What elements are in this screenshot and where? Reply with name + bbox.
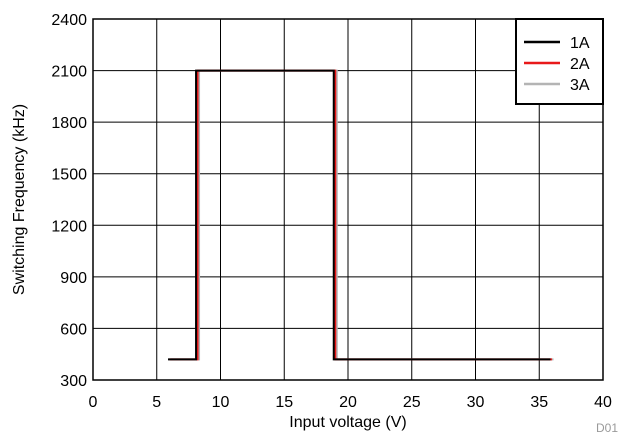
x-tick-label: 20 xyxy=(339,394,357,411)
legend-box xyxy=(515,18,604,105)
y-tick-label: 1800 xyxy=(51,115,87,132)
y-tick-label: 600 xyxy=(60,321,87,338)
figure-id-label: D01 xyxy=(596,421,618,435)
legend-entries: 1A 2A 3A xyxy=(524,35,590,94)
y-tick-label: 300 xyxy=(60,373,87,390)
series-line-1a xyxy=(168,69,551,361)
x-tick-label: 15 xyxy=(275,394,293,411)
y-tick-label: 900 xyxy=(60,270,87,287)
legend-label-3a: 3A xyxy=(570,77,590,94)
legend: 1A 2A 3A xyxy=(515,18,604,105)
x-tick-label: 10 xyxy=(212,394,230,411)
plot-area-frame xyxy=(92,18,604,381)
y-tick-label: 2400 xyxy=(51,12,87,29)
y-tick-label: 2100 xyxy=(51,64,87,81)
y-axis-label: Switching Frequency (kHz) xyxy=(11,104,28,295)
tick-labels: 0 5 10 15 20 25 30 35 40 300 600 900 1200 1500 1800 210… xyxy=(51,12,612,411)
series-lines xyxy=(168,69,554,361)
y-tick-label: 1200 xyxy=(51,218,87,235)
legend-label-2a: 2A xyxy=(570,56,590,73)
x-tick-label: 35 xyxy=(530,394,548,411)
x-tick-label: 40 xyxy=(594,394,612,411)
x-tick-label: 30 xyxy=(467,394,485,411)
x-axis-label: Input voltage (V) xyxy=(289,414,406,431)
x-tick-label: 25 xyxy=(403,394,421,411)
y-tick-label: 1500 xyxy=(51,167,87,184)
x-tick-label: 5 xyxy=(152,394,161,411)
series-line-3a xyxy=(171,69,554,361)
legend-label-1a: 1A xyxy=(570,35,590,52)
series-line-2a xyxy=(169,69,552,361)
x-tick-label: 0 xyxy=(89,394,98,411)
